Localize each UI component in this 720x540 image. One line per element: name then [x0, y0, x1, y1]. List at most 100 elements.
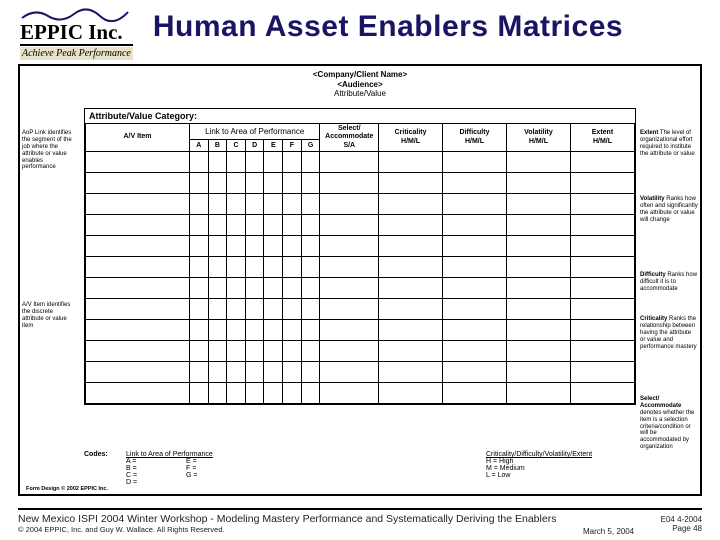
legend-link-block: Link to Area of Performance A =B =C =D =…	[126, 451, 326, 486]
table-cell	[264, 320, 283, 341]
legend-hml-block: Criticality/Difficulty/Volatility/Extent…	[486, 451, 636, 486]
table-row	[86, 173, 635, 194]
table-cell	[379, 215, 443, 236]
table-cell	[379, 320, 443, 341]
th-F: F	[283, 140, 302, 152]
table-cell	[227, 341, 246, 362]
table-cell	[301, 320, 320, 341]
sidenote-extent: Extent The level of organizational effor…	[640, 130, 698, 158]
th-C: C	[227, 140, 246, 152]
table-cell	[208, 152, 227, 173]
table-cell	[189, 362, 208, 383]
table-cell	[320, 215, 379, 236]
footer-right: E04 4-2004 Page 48	[661, 515, 702, 533]
table-cell	[189, 152, 208, 173]
table-row	[86, 215, 635, 236]
table-cell	[301, 362, 320, 383]
table-cell	[208, 194, 227, 215]
table-cell	[86, 215, 190, 236]
table-cell	[320, 320, 379, 341]
table-cell	[443, 215, 507, 236]
table-cell	[208, 236, 227, 257]
table-cell	[283, 383, 302, 404]
table-cell	[301, 152, 320, 173]
table-cell	[283, 194, 302, 215]
table-cell	[189, 215, 208, 236]
th-vol: VolatilityH/M/L	[506, 124, 570, 152]
table-cell	[208, 320, 227, 341]
table-cell	[443, 362, 507, 383]
table-cell	[570, 341, 634, 362]
table-row	[86, 194, 635, 215]
th-ext: ExtentH/M/L	[570, 124, 634, 152]
table-cell	[570, 173, 634, 194]
table-row	[86, 236, 635, 257]
table-cell	[443, 194, 507, 215]
table-cell	[570, 299, 634, 320]
table-cell	[301, 299, 320, 320]
table-cell	[283, 341, 302, 362]
logo-tagline: Achieve Peak Performance	[20, 47, 133, 60]
table-row	[86, 383, 635, 404]
table-cell	[245, 320, 264, 341]
table-cell	[570, 215, 634, 236]
table-cell	[189, 236, 208, 257]
table-cell	[283, 215, 302, 236]
table-cell	[379, 152, 443, 173]
table-cell	[264, 299, 283, 320]
form-design-note: Form Design © 2002 EPPIC Inc.	[26, 486, 108, 492]
meta-block: <Company/Client Name> <Audience> Attribu…	[20, 66, 700, 102]
table-cell	[443, 173, 507, 194]
table-cell	[227, 299, 246, 320]
table-cell	[506, 341, 570, 362]
table-cell	[301, 383, 320, 404]
table-cell	[320, 278, 379, 299]
table-cell	[264, 278, 283, 299]
table-cell	[320, 257, 379, 278]
table-cell	[283, 152, 302, 173]
table-cell	[189, 257, 208, 278]
table-cell	[570, 236, 634, 257]
table-cell	[283, 299, 302, 320]
table-cell	[245, 341, 264, 362]
sidenote-select: Select/ Accommodate denotes whether the …	[640, 396, 698, 451]
meta-attr: Attribute/Value	[20, 89, 700, 99]
table-cell	[506, 173, 570, 194]
table-cell	[189, 320, 208, 341]
table-cell	[301, 215, 320, 236]
table-cell	[570, 278, 634, 299]
table-cell	[86, 278, 190, 299]
table-cell	[320, 152, 379, 173]
table-cell	[379, 341, 443, 362]
table-cell	[379, 173, 443, 194]
th-B: B	[208, 140, 227, 152]
table-cell	[86, 341, 190, 362]
table-cell	[506, 215, 570, 236]
table-cell	[227, 194, 246, 215]
table-cell	[264, 152, 283, 173]
table-cell	[320, 362, 379, 383]
table-cell	[506, 362, 570, 383]
table-cell	[570, 152, 634, 173]
table-cell	[264, 236, 283, 257]
table-cell	[86, 383, 190, 404]
th-link-span: Link to Area of Performance	[189, 124, 320, 140]
footer-left: New Mexico ISPI 2004 Winter Workshop - M…	[18, 513, 556, 534]
sidenote-difficulty: Difficulty Ranks how difficult it is to …	[640, 272, 698, 293]
legend: Codes: Link to Area of Performance A =B …	[84, 451, 636, 486]
table-cell	[506, 152, 570, 173]
table-row	[86, 341, 635, 362]
table-cell	[570, 194, 634, 215]
matrix-table: A/V Item Link to Area of Performance Sel…	[85, 124, 635, 404]
table-cell	[86, 299, 190, 320]
meta-company: <Company/Client Name>	[20, 70, 700, 80]
table-cell	[208, 173, 227, 194]
th-E: E	[264, 140, 283, 152]
table-cell	[320, 236, 379, 257]
table-cell	[264, 215, 283, 236]
table-cell	[86, 236, 190, 257]
table-cell	[379, 278, 443, 299]
footer-center: March 5, 2004	[583, 527, 634, 536]
table-cell	[320, 194, 379, 215]
table-row	[86, 278, 635, 299]
